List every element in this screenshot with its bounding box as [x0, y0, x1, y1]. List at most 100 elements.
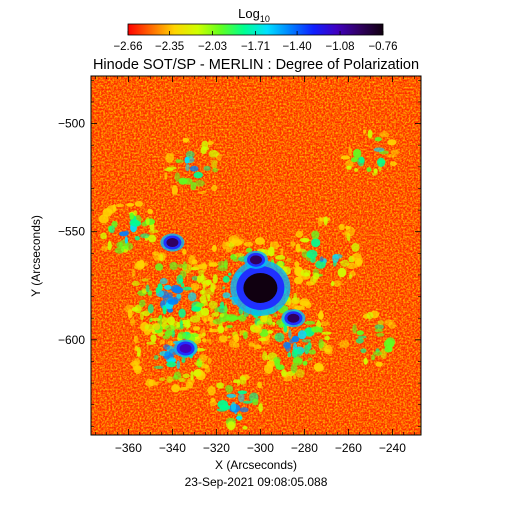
field-patch [208, 300, 218, 309]
field-patch [242, 400, 253, 404]
field-patch [212, 318, 223, 325]
field-patch [224, 304, 228, 314]
field-patch [252, 398, 259, 406]
x-tick-label: −240 [379, 441, 406, 455]
field-patch [155, 263, 164, 271]
field-patch [288, 329, 292, 339]
sunspot-umbra [243, 272, 278, 303]
field-patch [152, 251, 160, 256]
field-patch [191, 333, 199, 337]
field-patch [207, 294, 211, 302]
field-patch [130, 220, 142, 227]
field-patch [184, 319, 190, 330]
x-tick-label: −260 [335, 441, 362, 455]
field-patch [202, 262, 207, 272]
field-patch [377, 320, 385, 325]
field-patch [374, 137, 382, 142]
field-patch [294, 261, 300, 268]
field-patch [162, 305, 167, 315]
field-patch [377, 157, 386, 167]
field-patch [306, 249, 318, 259]
field-patch [281, 369, 287, 377]
field-patch [164, 351, 171, 358]
field-patch [295, 230, 303, 238]
field-patch [163, 344, 171, 350]
field-patch [293, 276, 303, 285]
field-patch [333, 280, 342, 287]
field-patch [176, 293, 182, 299]
field-patch [207, 357, 212, 364]
pore [287, 313, 300, 323]
field-patch [208, 316, 213, 322]
field-patch [159, 277, 168, 285]
plot-frame [90, 75, 422, 436]
field-patch [191, 306, 201, 312]
field-patch [312, 272, 320, 280]
field-patch [351, 242, 360, 252]
field-patch [144, 329, 151, 336]
field-patch [164, 325, 176, 332]
field-patch [131, 268, 136, 278]
field-patch [175, 158, 181, 164]
field-patch [226, 325, 233, 329]
field-patch [142, 310, 151, 317]
field-patch [228, 272, 232, 276]
field-patch [236, 415, 243, 420]
field-patch [315, 260, 326, 269]
field-patch [375, 361, 383, 367]
field-patch [386, 154, 397, 158]
field-patch [138, 299, 146, 308]
field-patch [383, 339, 395, 349]
field-patch [287, 352, 292, 358]
field-patch [192, 326, 201, 331]
field-patch [302, 238, 309, 243]
y-tick-label: −500 [58, 117, 85, 131]
field-patch [225, 385, 234, 393]
field-patch [266, 360, 276, 367]
field-patch [340, 155, 351, 160]
field-patch [204, 364, 210, 373]
field-patch [320, 321, 330, 327]
field-patch [115, 203, 125, 208]
field-patch [216, 382, 224, 389]
field-patch [324, 335, 331, 341]
field-patch [290, 241, 296, 247]
field-patch [203, 165, 211, 171]
field-patch [172, 286, 184, 294]
field-patch [224, 326, 228, 332]
x-tick-label: −340 [159, 441, 186, 455]
y-axis-ticks: −500 −550 −600 [58, 80, 421, 427]
field-patch [293, 292, 298, 302]
field-patch [132, 280, 140, 287]
field-patch [389, 161, 397, 167]
field-patch [180, 283, 185, 288]
field-patch [359, 156, 365, 164]
field-patch [150, 317, 161, 322]
field-patch [201, 338, 207, 343]
field-patch [158, 377, 166, 382]
field-patch [207, 140, 214, 146]
field-patch [374, 324, 385, 330]
x-axis-ticks: −360 −340 −320 −300 −280 −260 −240 [95, 76, 415, 455]
field-patch [127, 309, 133, 319]
field-patch [248, 342, 256, 347]
colorbar-tick-label: −1.71 [241, 41, 270, 53]
field-patch [273, 313, 278, 317]
x-tick-label: −300 [247, 441, 274, 455]
field-patch [150, 334, 157, 343]
field-patch [182, 286, 192, 291]
field-patch [301, 339, 312, 343]
field-patch [238, 392, 245, 403]
field-patch [237, 238, 245, 245]
field-patch [311, 230, 320, 240]
field-patch [224, 259, 228, 269]
field-patch [182, 373, 190, 379]
field-patch [245, 247, 253, 253]
field-patch [190, 370, 194, 381]
field-patch [294, 299, 300, 304]
field-patch [194, 180, 205, 187]
field-patch [147, 208, 154, 215]
field-patch [148, 234, 157, 243]
field-patch [375, 332, 385, 337]
